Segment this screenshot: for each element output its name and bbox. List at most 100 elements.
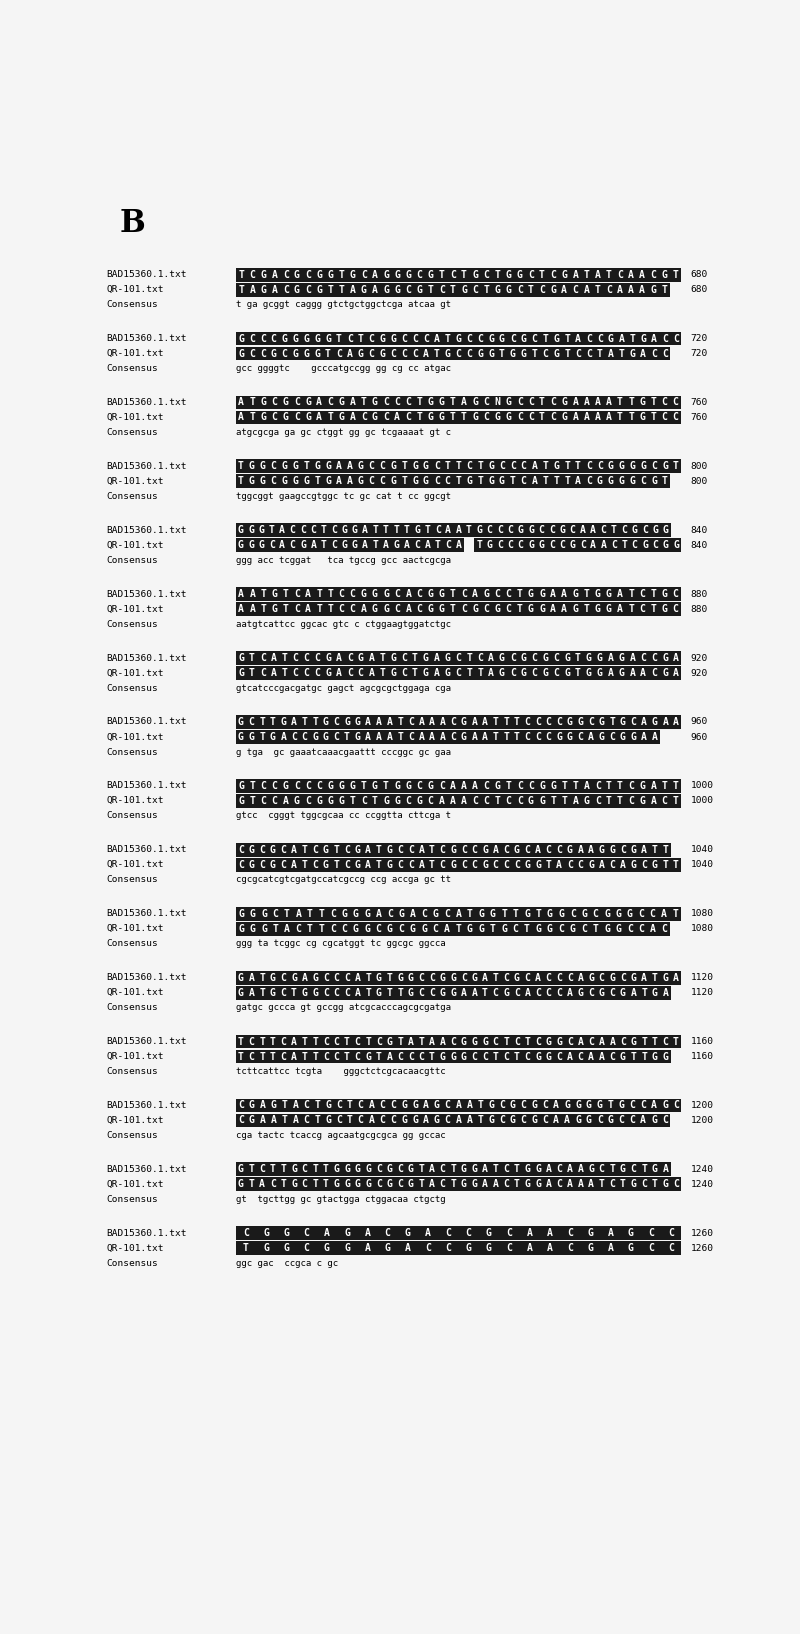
Text: C: C	[383, 397, 389, 407]
Text: G: G	[564, 654, 570, 663]
Bar	[363, 985, 374, 1000]
Bar	[578, 907, 590, 920]
Bar	[257, 858, 267, 871]
Bar	[302, 794, 314, 807]
Text: C: C	[503, 972, 509, 982]
Bar	[352, 971, 363, 985]
Text: atgcgcga ga gc ctggt gg gc tcgaaaat gt c: atgcgcga ga gc ctggt gg gc tcgaaaat gt c	[236, 428, 450, 436]
Bar	[464, 907, 475, 920]
Text: G: G	[379, 333, 386, 343]
Text: G: G	[353, 923, 358, 933]
Bar	[470, 395, 481, 410]
Text: C: C	[466, 461, 472, 471]
Bar	[470, 268, 481, 281]
Bar	[594, 652, 605, 665]
Text: T: T	[564, 333, 570, 343]
Text: G: G	[618, 668, 625, 678]
Text: C: C	[588, 717, 594, 727]
Text: C: C	[445, 1116, 450, 1126]
Text: T: T	[593, 923, 598, 933]
Text: BAD15360.1.txt: BAD15360.1.txt	[106, 845, 186, 855]
Text: T: T	[542, 477, 548, 487]
Text: G: G	[358, 654, 363, 663]
Bar	[596, 730, 607, 743]
Text: A: A	[556, 859, 562, 869]
Bar	[352, 716, 363, 729]
Text: T: T	[249, 1165, 254, 1175]
Bar	[377, 474, 388, 489]
Text: A: A	[567, 1180, 573, 1190]
Text: C: C	[361, 412, 366, 423]
Text: gcc ggggtc    gcccatgccgg gg cg cc atgac: gcc ggggtc gcccatgccgg gg cg cc atgac	[236, 364, 450, 373]
Text: C: C	[281, 1052, 286, 1062]
Bar	[648, 410, 659, 425]
Text: G: G	[325, 1100, 331, 1111]
Text: A: A	[272, 270, 278, 279]
Text: C: C	[336, 348, 342, 358]
Bar	[573, 1113, 583, 1127]
Bar	[426, 1034, 438, 1049]
Bar	[660, 1049, 670, 1064]
Bar	[436, 395, 447, 410]
Text: G: G	[238, 781, 244, 791]
Bar	[314, 587, 325, 601]
Text: G: G	[344, 1243, 350, 1253]
Bar	[458, 587, 470, 601]
Text: T: T	[606, 270, 612, 279]
Text: C: C	[588, 1036, 594, 1046]
Bar	[628, 1049, 639, 1064]
Bar	[458, 268, 470, 281]
Bar	[291, 395, 302, 410]
Text: A: A	[270, 654, 277, 663]
Text: C: C	[272, 397, 278, 407]
Text: G: G	[423, 461, 429, 471]
Bar	[301, 474, 312, 489]
Text: QR-101.txt: QR-101.txt	[106, 350, 164, 358]
Text: G: G	[461, 1165, 466, 1175]
Text: A: A	[366, 845, 371, 855]
Bar	[321, 1034, 331, 1049]
Text: T: T	[564, 477, 570, 487]
Text: C: C	[423, 333, 429, 343]
Text: G: G	[350, 270, 355, 279]
Text: T: T	[312, 1036, 318, 1046]
Text: C: C	[303, 654, 310, 663]
Text: G: G	[630, 845, 637, 855]
Text: C: C	[439, 845, 446, 855]
Bar	[268, 332, 279, 345]
Text: C: C	[379, 1116, 386, 1126]
Text: T: T	[466, 668, 472, 678]
Bar	[352, 1162, 363, 1176]
Bar	[607, 843, 618, 856]
Bar	[236, 603, 246, 616]
Bar	[269, 779, 280, 792]
Text: A: A	[455, 541, 462, 551]
Bar	[526, 779, 537, 792]
Text: C: C	[640, 477, 646, 487]
Bar	[278, 730, 289, 743]
Text: G: G	[535, 1052, 541, 1062]
Bar	[565, 843, 575, 856]
Bar	[388, 1113, 398, 1127]
Text: G: G	[514, 972, 520, 982]
Bar	[236, 474, 246, 489]
Text: A: A	[639, 284, 645, 294]
Text: G: G	[588, 972, 594, 982]
Bar	[626, 410, 637, 425]
Text: C: C	[270, 477, 277, 487]
Text: G: G	[238, 972, 244, 982]
Bar	[518, 459, 529, 474]
Text: C: C	[434, 477, 440, 487]
Text: T: T	[325, 348, 331, 358]
Text: C: C	[662, 1036, 668, 1046]
Bar	[329, 523, 339, 538]
Text: T: T	[273, 923, 278, 933]
Text: C: C	[546, 717, 551, 727]
Bar	[486, 474, 497, 489]
Bar	[551, 459, 562, 474]
Bar	[529, 1113, 540, 1127]
Text: A: A	[394, 412, 400, 423]
Bar	[322, 332, 334, 345]
Bar	[236, 922, 247, 936]
Text: C: C	[503, 845, 509, 855]
